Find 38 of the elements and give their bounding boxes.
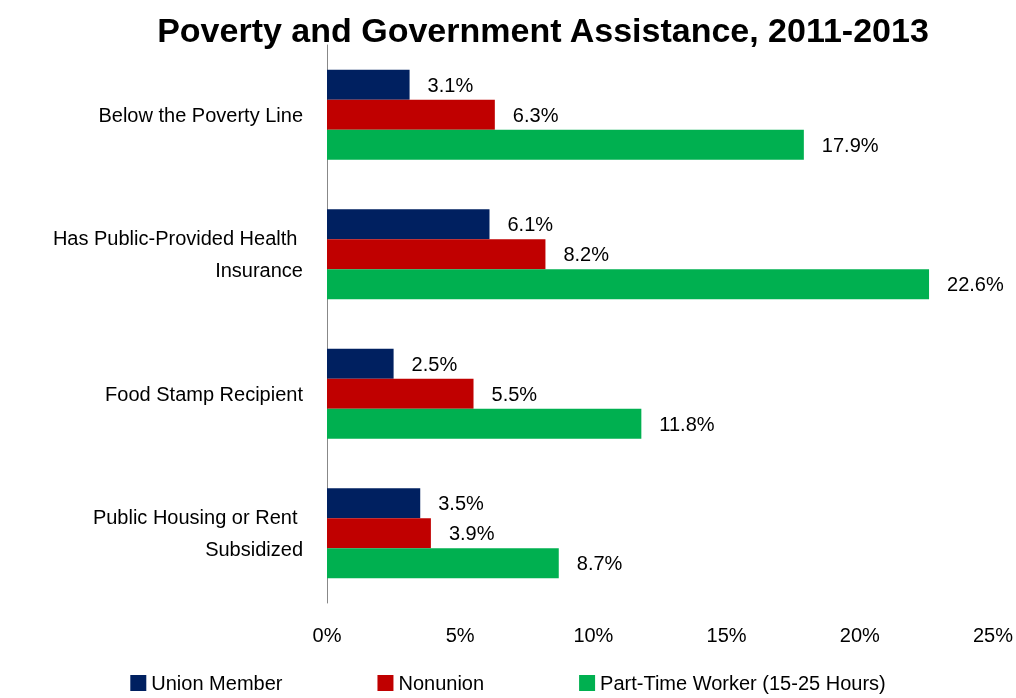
- data-label: 8.7%: [576, 552, 623, 575]
- x-tick-label: 0%: [312, 624, 342, 646]
- bar: [327, 378, 474, 409]
- legend-label: Part-Time Worker (15-25 Hours): [600, 672, 886, 694]
- y-tick-label: Below the Poverty Line: [98, 103, 303, 126]
- bar: [327, 209, 490, 240]
- bar: [327, 269, 930, 300]
- chart-title: Poverty and Government Assistance, 2011-2013: [157, 11, 929, 49]
- x-tick-label: 15%: [706, 624, 747, 646]
- data-label: 6.3%: [512, 103, 559, 126]
- bar: [327, 69, 410, 100]
- x-tick-label: 5%: [445, 624, 475, 646]
- data-label: 22.6%: [947, 273, 1004, 296]
- data-label: 2.5%: [411, 352, 458, 375]
- x-tick-label: 25%: [972, 624, 1014, 646]
- bar: [327, 548, 559, 579]
- bar: [327, 348, 394, 379]
- data-label: 3.1%: [427, 73, 474, 96]
- y-tick-label: Food Stamp Recipient: [105, 382, 304, 405]
- bar: [327, 99, 495, 130]
- y-tick-label: Public Housing or Rent Subsidized: [92, 506, 303, 561]
- bar: [327, 408, 642, 439]
- data-label: 3.9%: [448, 522, 495, 545]
- data-label: 3.5%: [438, 492, 485, 515]
- bar: [327, 488, 421, 519]
- data-label: 8.2%: [563, 243, 610, 266]
- bar: [327, 129, 804, 160]
- data-label: 5.5%: [491, 382, 538, 405]
- data-label: 11.8%: [659, 412, 715, 435]
- legend-label: Union Member: [151, 672, 283, 694]
- data-label: 17.9%: [821, 133, 879, 156]
- bar: [327, 518, 431, 549]
- bar: [327, 239, 546, 270]
- data-label: 6.1%: [507, 213, 554, 236]
- x-tick-label: 10%: [573, 624, 614, 646]
- y-tick-label: Has Public-Provided Health Insurance: [52, 227, 303, 282]
- x-tick-label: 20%: [839, 624, 881, 646]
- legend-label: Nonunion: [398, 672, 485, 694]
